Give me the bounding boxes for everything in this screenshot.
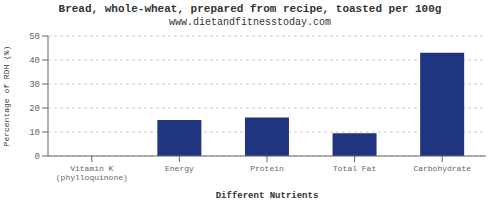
svg-text:Energy: Energy bbox=[165, 164, 194, 173]
html-text:Bread, whole-wheat, prepared f: Bread, whole-wheat, prepared from recipe… bbox=[58, 3, 442, 15]
svg-text:0: 0 bbox=[35, 152, 40, 162]
svg-text:50: 50 bbox=[29, 32, 40, 42]
svg-text:Protein: Protein bbox=[250, 164, 284, 173]
html-text:www.dietandfitnesstoday.com: www.dietandfitnesstoday.com bbox=[169, 17, 331, 28]
svg-text:Vitamin K(phylloquinone): Vitamin K(phylloquinone) bbox=[56, 164, 128, 182]
svg-text:30: 30 bbox=[29, 80, 40, 90]
svg-text:Percentage of RDH (%): Percentage of RDH (%) bbox=[8, 46, 11, 147]
svg-text:20: 20 bbox=[29, 104, 40, 114]
svg-text:Total Fat: Total Fat bbox=[333, 164, 376, 173]
svg-text:40: 40 bbox=[29, 56, 40, 66]
svg-text:Different Nutrients: Different Nutrients bbox=[216, 191, 319, 200]
svg-text:Carbohydrate: Carbohydrate bbox=[413, 164, 471, 173]
svg-text:10: 10 bbox=[29, 128, 40, 138]
